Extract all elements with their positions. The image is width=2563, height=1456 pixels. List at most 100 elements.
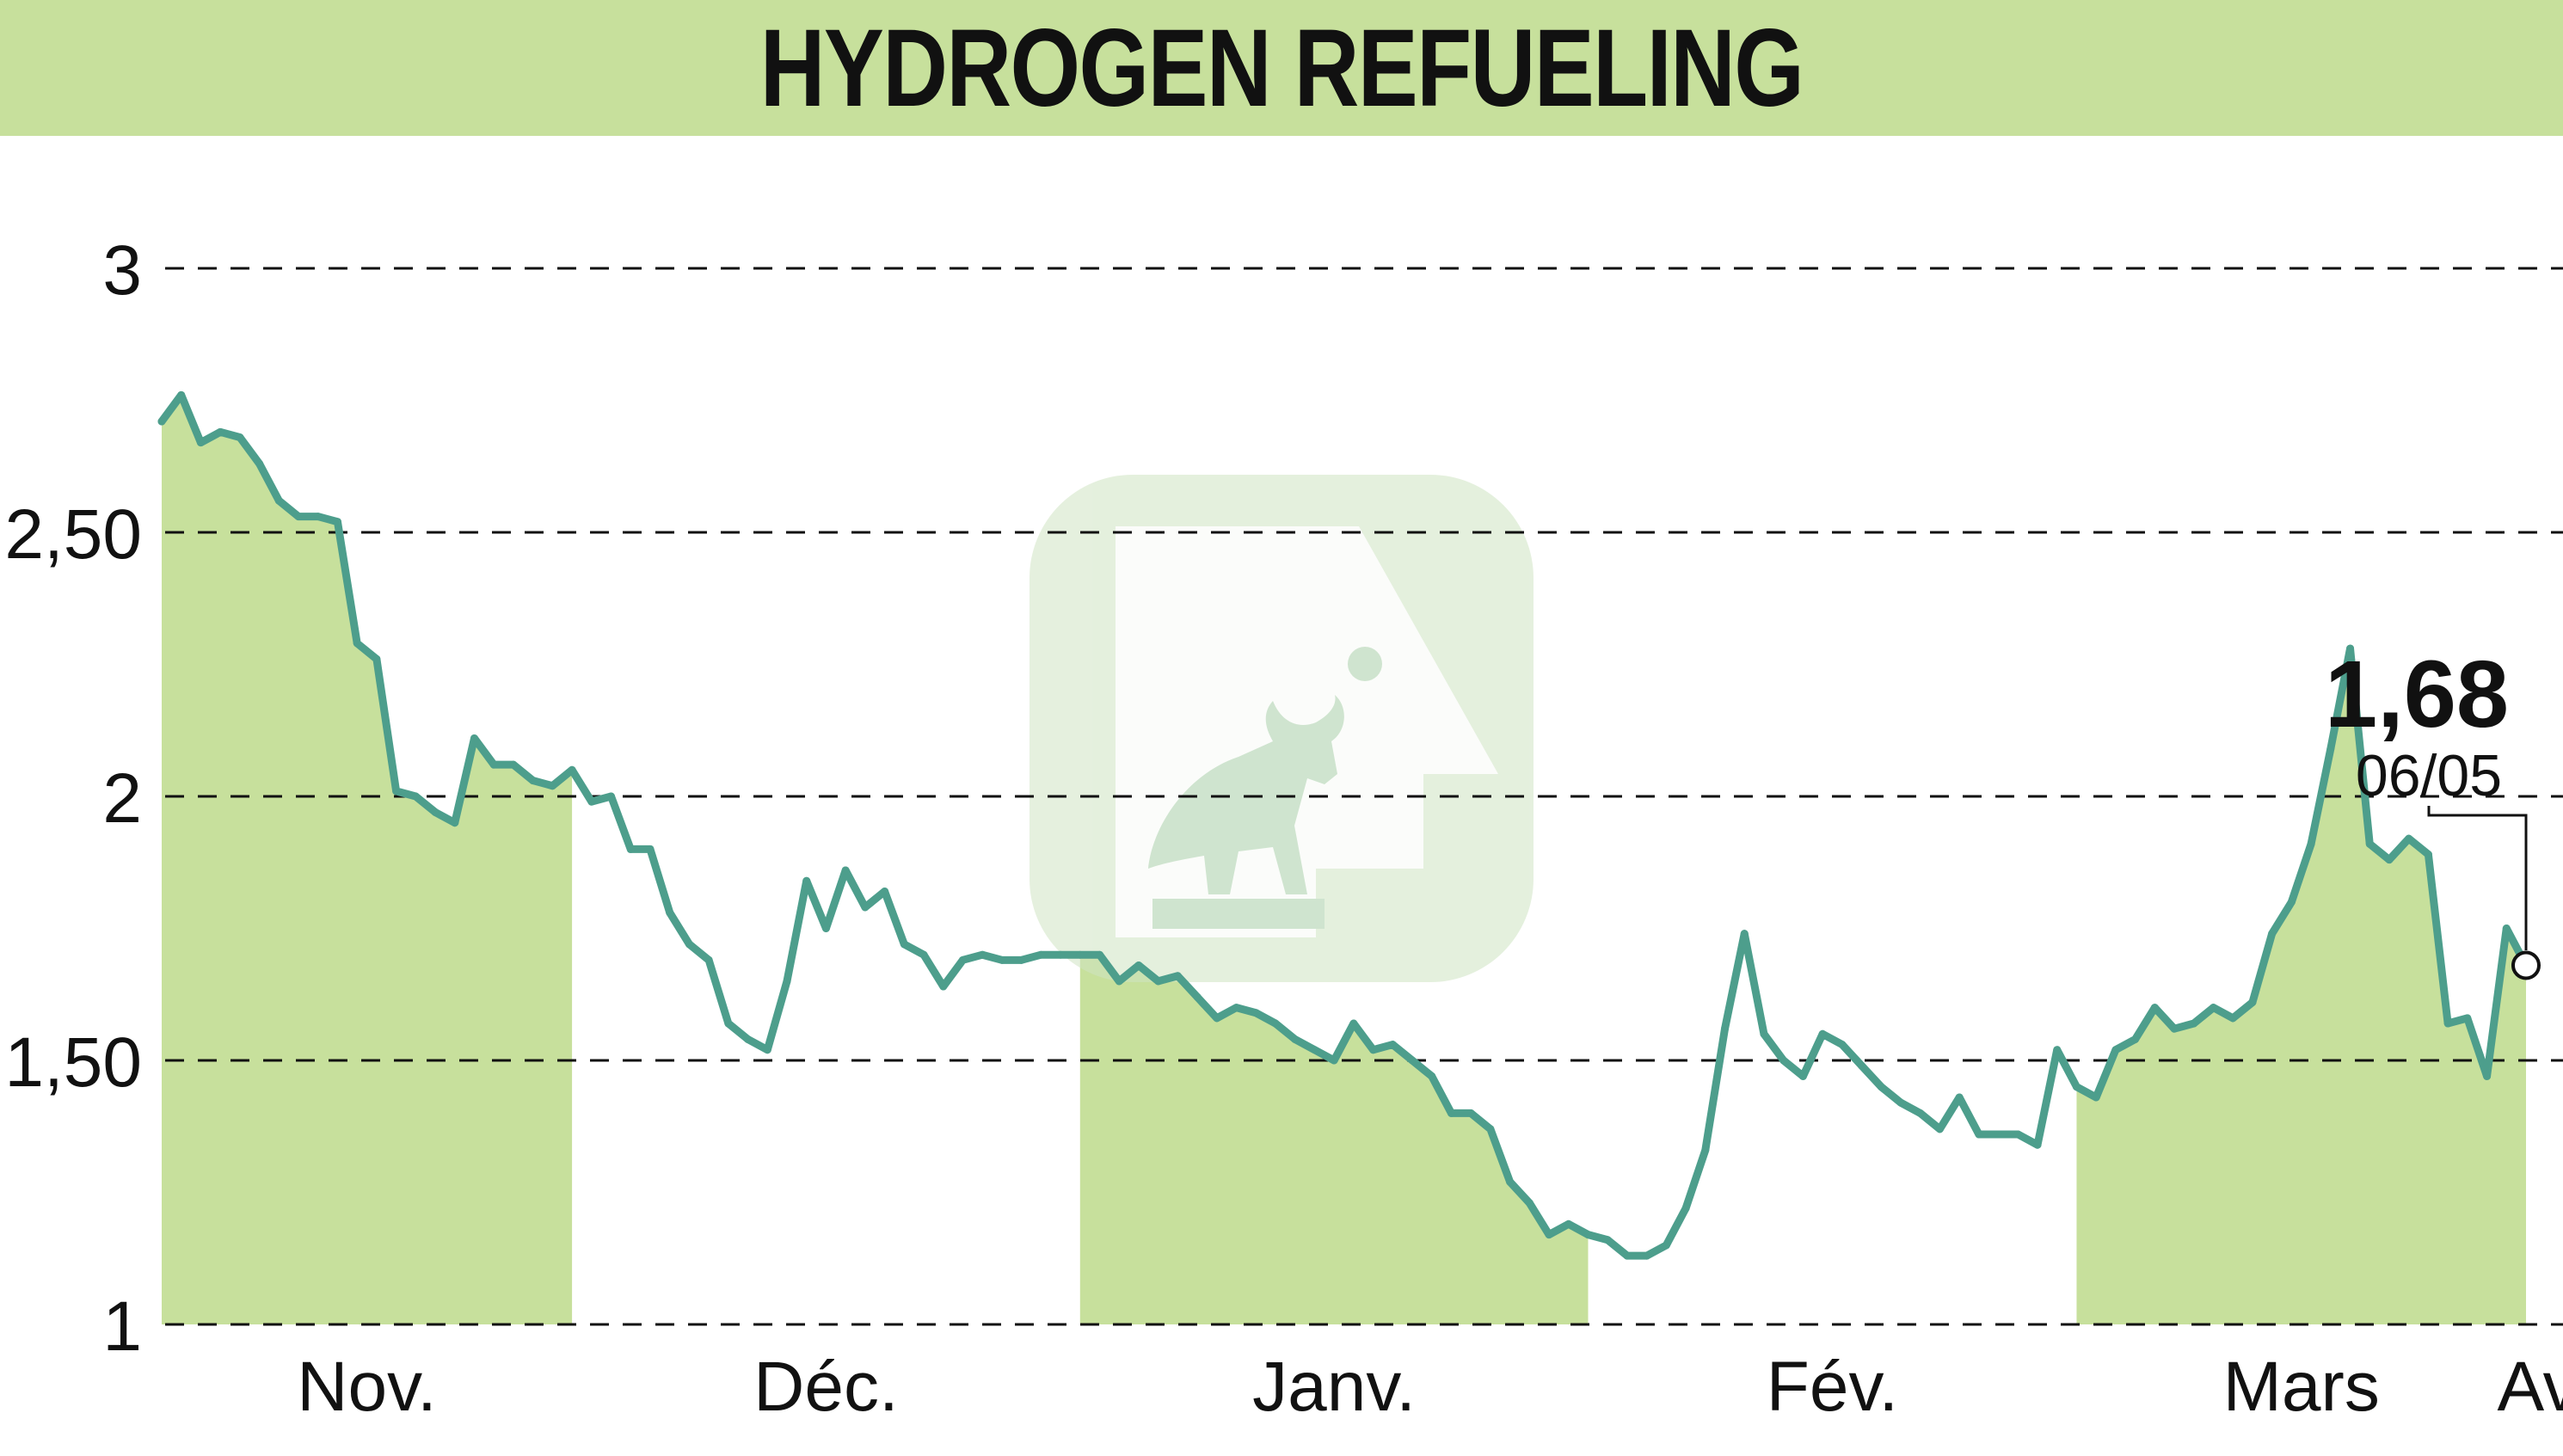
data-point-77: [1662, 1241, 1670, 1250]
data-point-16: [470, 734, 479, 742]
data-point-98: [2072, 1083, 2081, 1091]
data-point-28: [704, 955, 713, 964]
data-point-117: [2443, 1019, 2452, 1028]
data-point-100: [2111, 1046, 2120, 1054]
data-point-11: [372, 654, 381, 663]
callout-line: [2427, 806, 2528, 950]
data-point-106: [2228, 1014, 2237, 1023]
price-series: [157, 390, 2541, 1260]
data-point-30: [744, 1035, 753, 1043]
x-tick-label-4: Mars: [2223, 1348, 2380, 1426]
data-point-120: [2502, 925, 2511, 932]
data-point-110: [2307, 839, 2315, 848]
data-point-66: [1447, 1109, 1455, 1117]
data-point-103: [2170, 1024, 2179, 1033]
data-point-94: [1994, 1130, 2003, 1139]
data-point-19: [529, 777, 538, 785]
data-point-50: [1134, 961, 1143, 969]
data-point-1: [177, 390, 186, 399]
data-point-43: [998, 955, 1006, 964]
last-value-label: 1,68: [2325, 642, 2509, 747]
data-point-6: [274, 496, 283, 505]
title-bar: [0, 0, 2563, 136]
data-point-32: [783, 977, 791, 986]
data-point-27: [685, 940, 693, 949]
last-value-marker: [2511, 950, 2541, 980]
data-point-24: [626, 845, 635, 853]
data-point-67: [1466, 1109, 1475, 1117]
data-point-34: [821, 925, 830, 932]
month-bands: [162, 395, 2526, 1324]
x-axis: Nov.Déc.Janv.Fév.MarsAvrilM.: [297, 1348, 2563, 1426]
data-point-18: [509, 760, 518, 769]
data-point-115: [2405, 834, 2413, 843]
data-point-96: [2033, 1140, 2042, 1149]
y-tick-label-2: 2: [102, 759, 142, 838]
y-tick-label-0: 3: [102, 231, 142, 310]
data-point-68: [1486, 1125, 1495, 1133]
data-point-3: [216, 427, 224, 436]
data-point-13: [411, 792, 420, 801]
data-point-95: [2013, 1130, 2022, 1139]
data-point-65: [1428, 1072, 1436, 1080]
data-point-113: [2365, 839, 2374, 848]
data-point-83: [1779, 1056, 1788, 1065]
data-point-86: [1838, 1041, 1847, 1049]
data-point-85: [1818, 1029, 1827, 1038]
data-point-5: [255, 459, 264, 468]
data-point-54: [1213, 1014, 1221, 1023]
data-point-105: [2209, 1004, 2217, 1012]
data-point-0: [157, 417, 166, 426]
data-point-51: [1154, 977, 1163, 986]
month-band-0: [162, 395, 573, 1324]
x-tick-label-5: Avril: [2497, 1348, 2563, 1426]
data-point-21: [568, 765, 576, 774]
data-point-38: [900, 940, 908, 949]
data-point-47: [1076, 950, 1085, 959]
data-point-118: [2463, 1014, 2472, 1023]
data-point-10: [353, 639, 361, 648]
data-point-89: [1896, 1098, 1905, 1107]
data-point-99: [2092, 1093, 2100, 1102]
data-point-42: [978, 950, 986, 959]
data-point-25: [646, 845, 655, 853]
data-point-57: [1271, 1019, 1280, 1028]
data-point-52: [1173, 972, 1182, 980]
data-point-72: [1564, 1219, 1573, 1228]
data-point-63: [1388, 1041, 1397, 1049]
data-point-39: [919, 950, 928, 959]
data-point-78: [1681, 1204, 1690, 1213]
data-point-112: [2346, 644, 2355, 653]
data-point-48: [1096, 950, 1104, 959]
data-point-62: [1369, 1046, 1378, 1054]
data-point-17: [489, 760, 498, 769]
data-point-22: [587, 797, 596, 806]
data-point-59: [1310, 1046, 1318, 1054]
data-point-55: [1232, 1004, 1241, 1012]
data-point-90: [1916, 1109, 1925, 1117]
data-point-75: [1623, 1251, 1632, 1260]
data-point-49: [1115, 977, 1123, 986]
data-point-97: [2053, 1046, 2062, 1054]
y-axis: 3 2,50 2 1,50 1: [4, 231, 142, 1366]
data-point-15: [451, 819, 459, 827]
data-point-8: [314, 513, 323, 521]
data-point-64: [1408, 1056, 1417, 1065]
data-point-104: [2190, 1019, 2198, 1028]
month-band-2: [1079, 955, 1589, 1324]
data-point-71: [1545, 1231, 1553, 1239]
data-point-91: [1935, 1125, 1944, 1133]
data-point-116: [2424, 851, 2432, 859]
data-point-79: [1701, 1146, 1710, 1154]
chart-title: HYDROGEN REFUELING: [759, 6, 1804, 130]
data-point-37: [881, 888, 889, 896]
y-tick-label-3: 1,50: [4, 1023, 142, 1102]
data-point-82: [1760, 1029, 1768, 1038]
bull-logo-icon: [1030, 475, 1533, 982]
x-tick-label-1: Déc.: [753, 1348, 899, 1426]
grid-lines: [165, 267, 2563, 1326]
data-point-61: [1349, 1019, 1358, 1028]
data-point-119: [2483, 1072, 2492, 1080]
data-point-92: [1955, 1093, 1964, 1102]
